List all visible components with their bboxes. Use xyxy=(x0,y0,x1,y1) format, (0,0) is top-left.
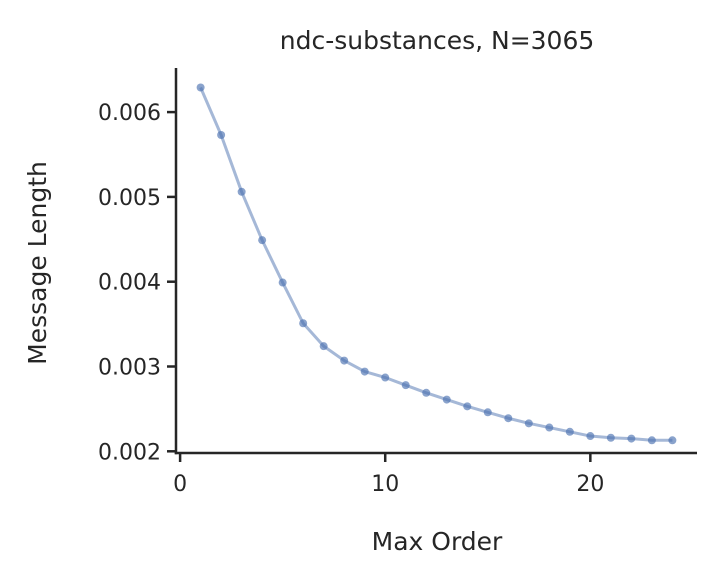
data-point xyxy=(483,408,492,417)
chart-title: ndc-substances, N=3065 xyxy=(280,26,595,55)
data-point xyxy=(340,356,349,365)
data-point xyxy=(565,427,574,436)
ticks: 0 10 20 0.002 0.003 0.004 0.005 0.006 xyxy=(98,101,604,497)
data-point xyxy=(217,130,226,139)
series-line xyxy=(199,86,673,442)
y-tick-label: 0.004 xyxy=(98,271,161,296)
x-axis-label: Max Order xyxy=(372,527,503,556)
x-tick-label: 20 xyxy=(576,472,604,497)
data-point xyxy=(258,236,267,245)
y-tick-label: 0.005 xyxy=(98,186,161,211)
data-point xyxy=(422,388,431,397)
data-point xyxy=(237,187,246,196)
data-point xyxy=(504,414,513,423)
data-point xyxy=(442,395,451,404)
data-point xyxy=(360,367,369,376)
data-point xyxy=(463,402,472,411)
data-point xyxy=(627,434,636,443)
y-tick-label: 0.006 xyxy=(98,101,161,126)
axes xyxy=(174,68,697,455)
data-point xyxy=(668,436,677,445)
data-point xyxy=(299,319,308,328)
y-tick-label: 0.003 xyxy=(98,356,161,381)
data-point xyxy=(606,433,615,442)
data-point xyxy=(401,381,410,390)
y-axis-label: Message Length xyxy=(23,161,52,365)
x-tick-label: 10 xyxy=(371,472,399,497)
data-point xyxy=(278,278,287,287)
data-point xyxy=(586,432,595,441)
data-point xyxy=(647,436,656,445)
y-tick-label: 0.002 xyxy=(98,440,161,465)
series xyxy=(196,83,677,445)
data-point xyxy=(196,83,205,92)
data-point xyxy=(319,342,328,351)
data-point xyxy=(381,373,390,382)
data-point xyxy=(545,423,554,432)
x-tick-label: 0 xyxy=(173,472,187,497)
data-point xyxy=(524,419,533,428)
